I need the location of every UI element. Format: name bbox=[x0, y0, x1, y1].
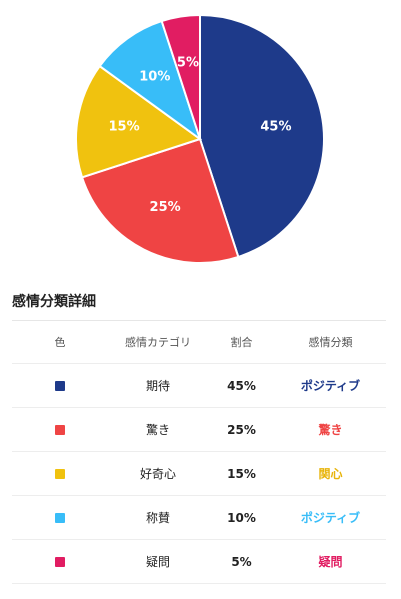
ratio-cell: 5% bbox=[231, 554, 252, 569]
color-swatch bbox=[55, 557, 65, 567]
header-classification: 感情分類 bbox=[308, 336, 353, 349]
table-row: 疑問 5% 疑問 bbox=[12, 540, 386, 584]
pie-slice-1 bbox=[80, 137, 240, 264]
color-swatch bbox=[55, 381, 65, 391]
table-header-row: 色 感情カテゴリ 割合 感情分類 bbox=[12, 321, 386, 364]
classification-cell: 驚き bbox=[318, 423, 343, 437]
classification-cell: 関心 bbox=[318, 467, 343, 481]
ratio-cell: 45% bbox=[227, 378, 256, 393]
header-color: 色 bbox=[54, 336, 66, 349]
header-category: 感情カテゴリ bbox=[125, 336, 191, 349]
slice-label-0: 45% bbox=[260, 119, 291, 134]
section-title: 感情分類詳細 bbox=[12, 294, 96, 310]
emotion-pie-chart: 45% 25% 15% 10% 5% bbox=[75, 13, 325, 264]
table-row: 期待 45% ポジティブ bbox=[12, 364, 386, 408]
table-row: 驚き 25% 驚き bbox=[12, 408, 386, 452]
category-cell: 称賛 bbox=[145, 511, 170, 525]
pie-slice-2 bbox=[75, 64, 203, 179]
ratio-cell: 25% bbox=[227, 422, 256, 437]
emotion-table: 色 感情カテゴリ 割合 感情分類 期待 45% ポジティブ 驚き 25% 驚き … bbox=[12, 320, 386, 584]
slice-label-3: 10% bbox=[139, 69, 170, 84]
table-row: 好奇心 15% 関心 bbox=[12, 452, 386, 496]
color-swatch bbox=[55, 469, 65, 479]
pie-slice-3 bbox=[98, 19, 202, 142]
pie-slice-4 bbox=[160, 13, 201, 140]
category-cell: 疑問 bbox=[145, 555, 170, 569]
slice-label-1: 25% bbox=[150, 200, 181, 215]
color-swatch bbox=[55, 513, 65, 523]
category-cell: 好奇心 bbox=[139, 467, 176, 481]
color-swatch bbox=[55, 425, 65, 435]
table-row: 称賛 10% ポジティブ bbox=[12, 496, 386, 540]
category-cell: 驚き bbox=[145, 423, 170, 437]
ratio-cell: 15% bbox=[227, 466, 256, 481]
classification-cell: ポジティブ bbox=[300, 379, 361, 393]
ratio-cell: 10% bbox=[227, 510, 256, 525]
header-ratio: 割合 bbox=[230, 336, 253, 349]
classification-cell: ポジティブ bbox=[300, 511, 361, 525]
slice-label-2: 15% bbox=[109, 119, 140, 134]
category-cell: 期待 bbox=[145, 379, 170, 393]
slice-label-4: 5% bbox=[177, 56, 199, 71]
pie-slice-0 bbox=[199, 13, 325, 259]
classification-cell: 疑問 bbox=[318, 555, 343, 569]
